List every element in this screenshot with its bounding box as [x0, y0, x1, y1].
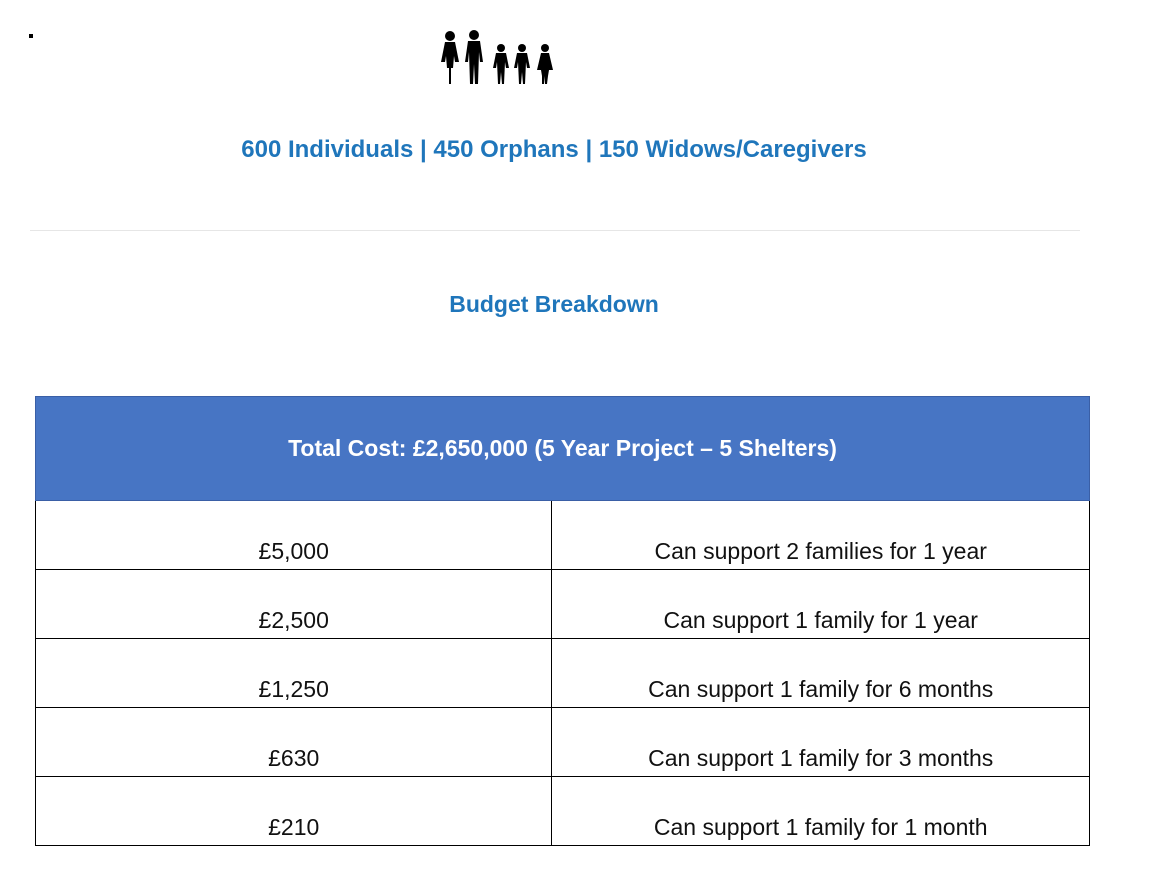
- table-row: £630 Can support 1 family for 3 months: [34, 707, 1090, 777]
- description-value: Can support 2 families for 1 year: [654, 538, 987, 564]
- amount-value: £1,250: [258, 676, 329, 702]
- corner-mark: [29, 34, 33, 38]
- table-row: £210 Can support 1 family for 1 month: [34, 776, 1090, 846]
- description-cell: Can support 2 families for 1 year: [551, 500, 1090, 570]
- beneficiary-stats: 600 Individuals | 450 Orphans | 150 Wido…: [241, 136, 867, 163]
- amount-cell: £630: [34, 707, 553, 777]
- amount-value: £2,500: [258, 607, 329, 633]
- amount-cell: £5,000: [34, 500, 553, 570]
- description-cell: Can support 1 family for 6 months: [551, 638, 1090, 708]
- family-icon: [441, 30, 553, 84]
- amount-cell: £210: [34, 776, 553, 846]
- table-row: £2,500 Can support 1 family for 1 year: [34, 569, 1090, 639]
- description-value: Can support 1 family for 3 months: [648, 745, 994, 771]
- amount-cell: £1,250: [34, 638, 553, 708]
- table-row: £1,250 Can support 1 family for 6 months: [34, 638, 1090, 708]
- description-value: Can support 1 family for 1 year: [663, 607, 978, 633]
- description-cell: Can support 1 family for 3 months: [551, 707, 1090, 777]
- total-cost-header: Total Cost: £2,650,000 (5 Year Project –…: [35, 396, 1090, 501]
- amount-cell: £2,500: [34, 569, 553, 639]
- budget-table: Total Cost: £2,650,000 (5 Year Project –…: [34, 396, 1090, 846]
- description-cell: Can support 1 family for 1 month: [551, 776, 1090, 846]
- description-cell: Can support 1 family for 1 year: [551, 569, 1090, 639]
- amount-value: £630: [268, 745, 320, 771]
- amount-value: £210: [268, 814, 320, 840]
- description-value: Can support 1 family for 6 months: [648, 676, 994, 702]
- table-header-row: Total Cost: £2,650,000 (5 Year Project –…: [35, 396, 1090, 501]
- section-divider: [30, 230, 1080, 231]
- table-row: £5,000 Can support 2 families for 1 year: [34, 500, 1090, 570]
- amount-value: £5,000: [258, 538, 329, 564]
- budget-title: Budget Breakdown: [449, 291, 659, 317]
- description-value: Can support 1 family for 1 month: [653, 814, 988, 840]
